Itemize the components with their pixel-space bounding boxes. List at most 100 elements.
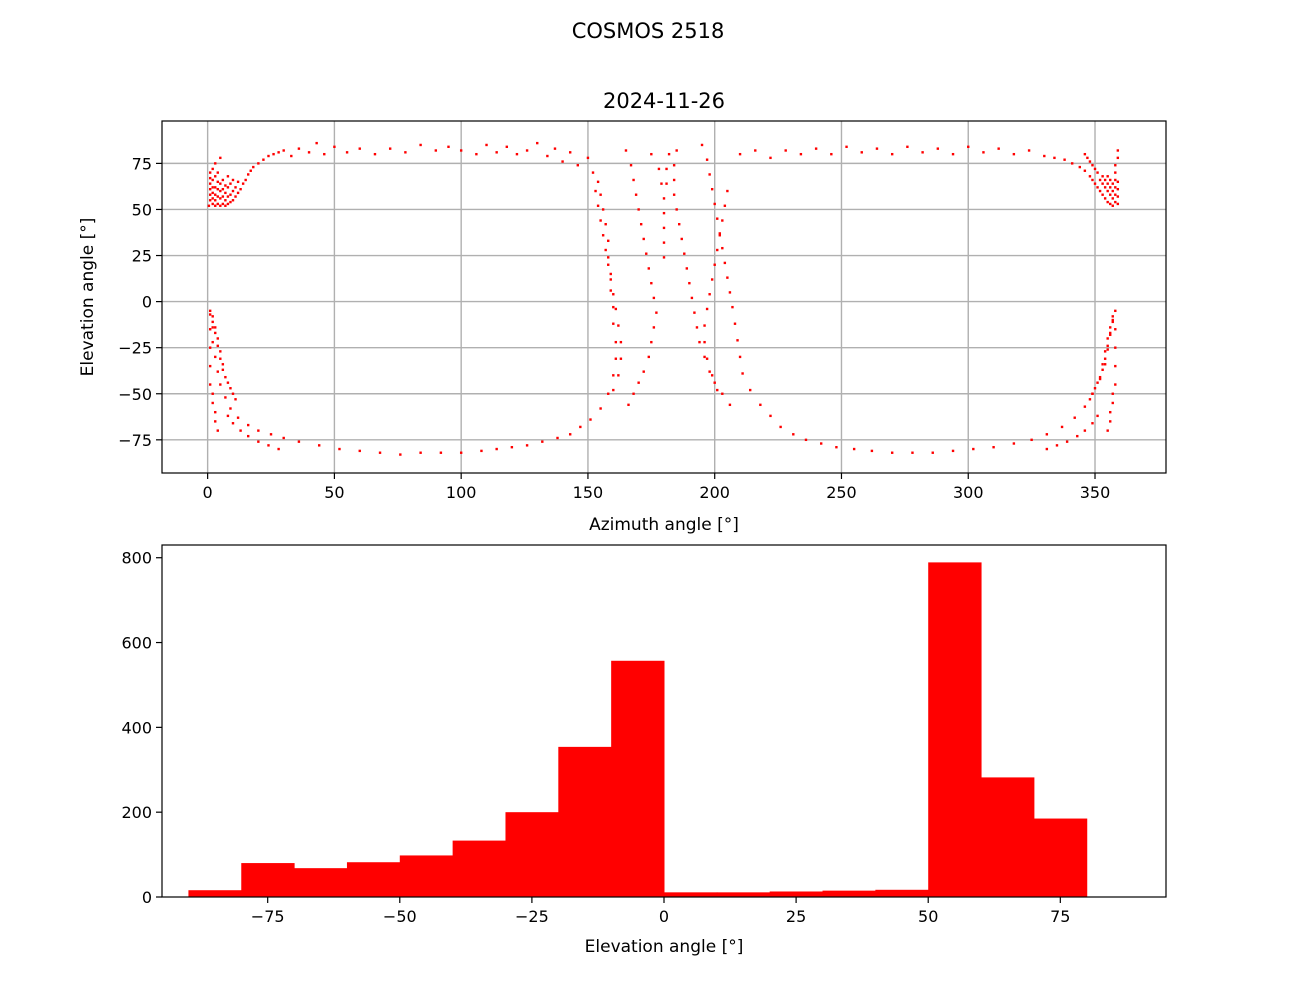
scatter-point	[599, 193, 602, 196]
scatter-point	[419, 451, 422, 454]
scatter-point	[617, 374, 620, 377]
scatter-point	[911, 451, 914, 454]
scatter-point	[241, 182, 245, 185]
scatter-ylabel: Elevation angle [°]	[78, 218, 98, 377]
scatter-ticks: 0 50 100 150 200 250 300 350 −75 −50 −25 0 25 50 75	[118, 154, 1110, 502]
scatter-point	[650, 340, 653, 344]
scatter-point	[726, 276, 729, 279]
scatter-point	[652, 296, 656, 300]
histogram-x-tick-label: 75	[1050, 907, 1070, 926]
scatter-point	[1111, 320, 1114, 324]
scatter-point	[208, 309, 212, 313]
scatter-point	[852, 447, 856, 451]
scatter-point	[216, 195, 219, 198]
scatter-point	[216, 370, 219, 373]
scatter-point	[267, 154, 270, 158]
histogram-y-tick-label: 0	[142, 888, 152, 907]
scatter-point	[229, 182, 232, 185]
scatter-point	[1103, 363, 1107, 366]
scatter-point	[683, 252, 686, 255]
scatter-point	[1111, 189, 1114, 193]
scatter-point	[208, 182, 212, 185]
scatter-point	[252, 165, 255, 169]
scatter-point	[672, 178, 676, 182]
scatter-point	[1027, 149, 1031, 152]
scatter-point	[1103, 357, 1107, 360]
scatter-point	[1114, 383, 1117, 386]
histogram-bar	[664, 892, 718, 897]
histogram-bar	[769, 891, 824, 897]
scatter-point	[607, 256, 610, 259]
scatter-point	[229, 387, 232, 390]
scatter-point	[388, 147, 392, 150]
scatter-point	[317, 444, 321, 447]
scatter-point	[1101, 363, 1104, 366]
scatter-point	[726, 189, 729, 193]
scatter-point	[219, 182, 222, 185]
scatter-point	[211, 326, 214, 329]
scatter-point	[216, 180, 219, 184]
histogram-y-tick-label: 600	[121, 634, 152, 653]
scatter-point	[921, 151, 924, 154]
scatter-point	[931, 451, 934, 454]
scatter-point	[972, 447, 975, 451]
scatter-point	[710, 374, 714, 377]
scatter-point	[1088, 175, 1092, 178]
scatter-xlabel: Azimuth angle [°]	[589, 515, 739, 535]
scatter-x-tick-label: 50	[324, 483, 344, 502]
scatter-point	[647, 267, 650, 270]
scatter-point	[579, 425, 582, 429]
scatter-point	[226, 186, 230, 189]
scatter-point	[1098, 377, 1102, 381]
scatter-point	[710, 187, 714, 191]
histogram-bars	[188, 562, 1088, 897]
scatter-point	[1109, 331, 1112, 335]
scatter-x-tick-label: 350	[1080, 483, 1111, 502]
scatter-point	[629, 164, 633, 167]
scatter-point	[211, 197, 214, 200]
scatter-point	[1116, 202, 1120, 206]
scatter-point	[860, 151, 863, 154]
scatter-point	[1101, 175, 1104, 178]
histogram-chart: −75 −50 −25 0 25 50 75 0 200 400 600 800 Elevation …	[121, 544, 1167, 957]
scatter-point	[609, 278, 612, 281]
scatter-point	[229, 200, 232, 204]
scatter-point	[211, 392, 214, 395]
scatter-point	[1091, 422, 1094, 425]
scatter-point	[211, 320, 214, 324]
scatter-point	[700, 143, 704, 147]
scatter-point	[967, 145, 970, 149]
scatter-point	[1103, 178, 1107, 182]
scatter-point	[632, 178, 635, 182]
scatter-x-tick-label: 100	[446, 483, 477, 502]
scatter-point	[1111, 315, 1114, 318]
scatter-point	[612, 322, 615, 325]
scatter-point	[219, 197, 222, 200]
scatter-point	[1073, 416, 1076, 419]
scatter-point	[890, 451, 894, 454]
scatter-point	[614, 340, 618, 344]
scatter-point	[211, 167, 214, 171]
scatter-point	[614, 307, 618, 311]
scatter-point	[713, 202, 716, 206]
scatter-point	[951, 152, 955, 156]
scatter-point	[216, 202, 219, 206]
scatter-point	[1106, 337, 1109, 340]
scatter-point	[247, 423, 250, 427]
scatter-point	[708, 173, 711, 176]
scatter-point	[612, 293, 615, 296]
scatter-point	[1086, 156, 1089, 160]
scatter-point	[607, 392, 610, 395]
scatter-point	[439, 451, 443, 454]
scatter-point	[1111, 392, 1114, 395]
histogram-bar	[1033, 818, 1088, 897]
scatter-point	[221, 195, 225, 198]
scatter-point	[214, 420, 217, 423]
scatter-point	[338, 447, 341, 451]
scatter-point	[434, 149, 438, 152]
histogram-y-tick-label: 200	[121, 803, 152, 822]
scatter-point	[226, 414, 230, 418]
scatter-point	[1109, 326, 1112, 329]
scatter-point	[685, 267, 689, 270]
scatter-point	[1045, 447, 1049, 451]
